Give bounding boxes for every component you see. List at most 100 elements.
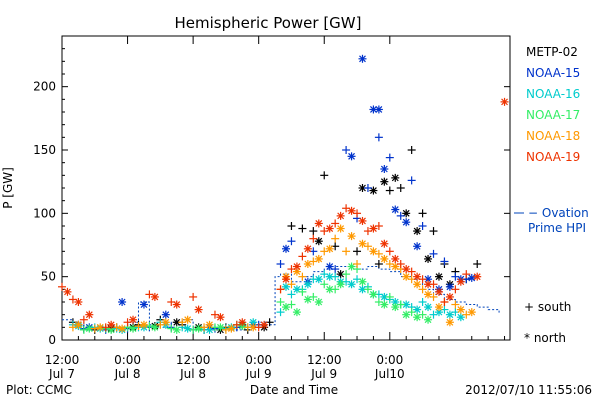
legend-item: NOAA-16 (526, 87, 580, 101)
north-point (402, 218, 411, 227)
north-point (74, 298, 83, 306)
north-point (434, 308, 443, 317)
north-point (413, 313, 422, 322)
x-tick-label-date: Jul10 (374, 367, 405, 381)
north-point (194, 324, 203, 333)
north-point (380, 177, 389, 186)
x-tick-label-date: Jul 7 (48, 367, 75, 381)
south-point (429, 249, 438, 258)
north-point (402, 272, 411, 281)
south-point (145, 322, 154, 331)
x-tick-label: 12:00 (307, 353, 342, 367)
north-point (358, 239, 367, 248)
ovation-series (62, 266, 500, 331)
south-point (353, 247, 362, 256)
north-point (314, 237, 323, 246)
north-point (402, 265, 411, 274)
south-point (221, 325, 230, 334)
legend-ovation-label-2: Prime HPI (528, 221, 586, 235)
north-point (500, 97, 509, 106)
north-point (205, 320, 214, 329)
north-point (183, 324, 192, 333)
south-point (374, 133, 383, 142)
south-point (331, 219, 340, 228)
south-point (407, 146, 416, 154)
south-point (451, 285, 460, 294)
north-point (172, 318, 181, 327)
x-tick-label-date: Jul 9 (245, 367, 272, 381)
north-point (172, 325, 181, 334)
north-point (445, 292, 454, 301)
north-point (150, 292, 159, 301)
south-point (385, 247, 394, 256)
south-point (276, 298, 285, 306)
south-point (276, 285, 285, 294)
north-point (391, 205, 400, 214)
north-point (358, 54, 367, 63)
north-point (314, 298, 323, 306)
south-point (189, 325, 198, 334)
y-tick-label: 200 (33, 80, 56, 94)
legend-item: NOAA-15 (526, 66, 580, 80)
legend-ovation-label: − Ovation (528, 206, 589, 220)
south-point (385, 292, 394, 301)
north-point (194, 305, 203, 314)
north-point (129, 315, 138, 324)
south-point (134, 322, 143, 331)
north-point (303, 295, 312, 304)
x-tick-label-date: Jul 8 (114, 367, 141, 381)
north-point (434, 303, 443, 312)
north-point (314, 275, 323, 284)
south-point (473, 260, 482, 268)
north-point (118, 298, 127, 306)
north-point (107, 320, 116, 329)
north-point (161, 318, 170, 327)
south-point (396, 211, 405, 220)
south-point (353, 260, 362, 268)
north-point (424, 280, 433, 289)
north-point (391, 303, 400, 312)
south-point (320, 171, 329, 180)
south-point (287, 280, 296, 289)
south-point (363, 285, 372, 294)
y-axis-label: P [GW] (1, 167, 15, 209)
legend-south: + south (524, 300, 571, 314)
north-point (325, 262, 334, 271)
south-point (385, 186, 394, 195)
north-point (467, 308, 476, 317)
north-point (325, 285, 334, 294)
south-point (451, 300, 460, 309)
north-point (413, 272, 422, 281)
north-point (413, 280, 422, 289)
legend-item: NOAA-17 (526, 108, 580, 122)
south-point (276, 260, 285, 268)
south-point (342, 270, 351, 279)
south-point (462, 270, 471, 279)
north-point (391, 173, 400, 182)
chart-title: Hemispheric Power [GW] (175, 14, 362, 32)
north-point (336, 211, 345, 220)
north-point (380, 165, 389, 173)
north-point (358, 216, 367, 225)
south-point (79, 325, 88, 334)
south-point (298, 272, 307, 281)
legend-item: NOAA-19 (526, 150, 580, 164)
x-tick-label: 0:00 (376, 353, 403, 367)
footer-left: Plot: CCMC (6, 383, 72, 397)
north-point (445, 310, 454, 319)
legend-north: * north (524, 331, 566, 345)
x-tick-label: 12:00 (45, 353, 80, 367)
north-point (391, 254, 400, 263)
north-point (347, 206, 356, 215)
north-point (424, 303, 433, 312)
x-tick-label: 12:00 (176, 353, 211, 367)
north-point (227, 324, 236, 333)
south-point (418, 298, 427, 306)
north-point (282, 303, 290, 312)
south-point (407, 176, 416, 185)
south-point (320, 280, 329, 289)
north-point (374, 105, 383, 114)
north-point (380, 254, 389, 263)
footer-right: 2012/07/10 11:55:06 (465, 383, 592, 397)
